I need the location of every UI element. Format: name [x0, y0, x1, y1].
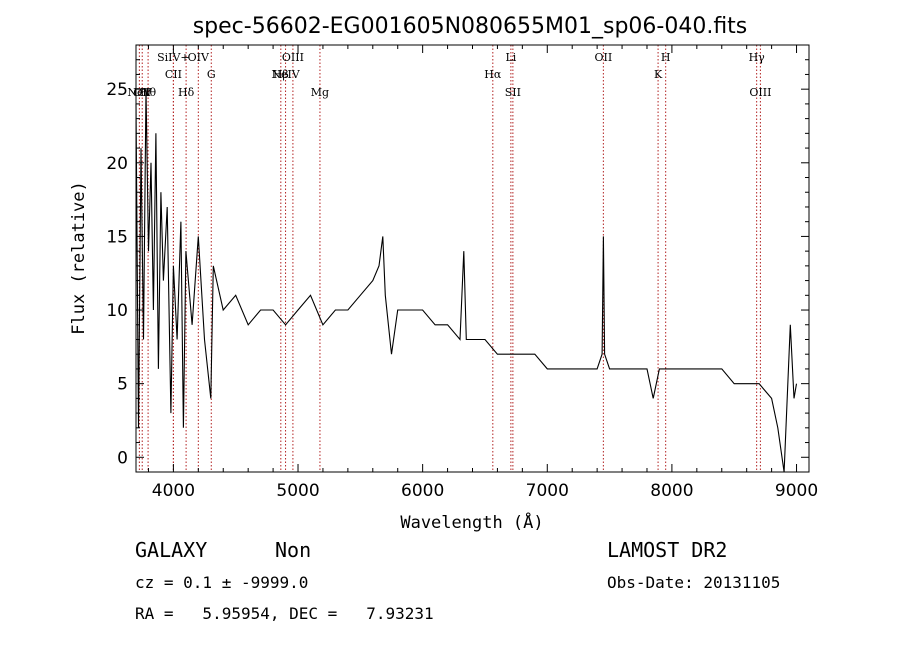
observation-date: Obs-Date: 20131105 — [607, 573, 781, 592]
x-tick-label: 7000 — [526, 481, 569, 501]
spectral-line-label: OII — [595, 51, 613, 64]
x-tick-label: 6000 — [401, 481, 444, 501]
coordinates: RA = 5.95954, DEC = 7.93231 — [135, 604, 434, 623]
y-tick-label: 25 — [106, 80, 128, 100]
spectral-line-label: Hβ — [273, 68, 289, 81]
spectral-line-label: G — [207, 68, 216, 81]
spectral-line-label: Hθ — [140, 86, 157, 99]
y-axis-label: Flux (relative) — [69, 181, 89, 335]
y-tick-label: 0 — [117, 448, 128, 468]
x-tick-label: 5000 — [276, 481, 319, 501]
x-tick-label: 8000 — [650, 481, 693, 501]
spectral-line-label: Hδ — [178, 86, 195, 99]
spectral-line-label: NeIV — [271, 68, 300, 81]
x-tick-label: 4000 — [152, 481, 195, 501]
spectrum-line — [135, 89, 798, 473]
spectral-line-label: Mg — [311, 86, 329, 99]
spectral-line-label: OIII — [282, 51, 304, 64]
spectral-line-label: SiIV+ — [157, 51, 190, 64]
spectral-line-label: H — [661, 51, 671, 64]
redshift-value: cz = 0.1 ± -9999.0 — [135, 573, 309, 592]
plot-frame — [135, 44, 810, 473]
x-tick-label: 9000 — [775, 481, 818, 501]
chart-title: spec-56602-EG001605N080655M01_sp06-040.f… — [193, 14, 748, 39]
spectral-line-label: Hα — [484, 68, 502, 81]
spectral-line-label: SII — [505, 86, 521, 99]
spectral-line-label: Hγ — [749, 51, 766, 64]
y-tick-label: 15 — [106, 227, 128, 247]
object-class: GALAXY — [135, 538, 208, 562]
y-tick-label: 5 — [117, 375, 128, 395]
x-axis-ticks: 4000 5000 6000 7000 8000 9000 — [147, 45, 818, 501]
spectral-line-label: K — [654, 68, 663, 81]
spectral-line-label: CII — [165, 68, 182, 81]
spectral-line-label: Li — [505, 51, 516, 64]
x-axis-label: Wavelength (Å) — [400, 511, 543, 533]
object-subclass: Non — [275, 538, 312, 562]
y-tick-label: 20 — [106, 154, 128, 174]
y-axis-ticks: 0 5 10 15 20 25 — [106, 44, 809, 473]
spectral-line-markers — [138, 45, 761, 472]
survey-name: LAMOST DR2 — [607, 538, 728, 562]
y-tick-label: 10 — [106, 301, 128, 321]
spectral-line-label: OIV — [188, 51, 210, 64]
spectral-line-label: OIII — [749, 86, 771, 99]
